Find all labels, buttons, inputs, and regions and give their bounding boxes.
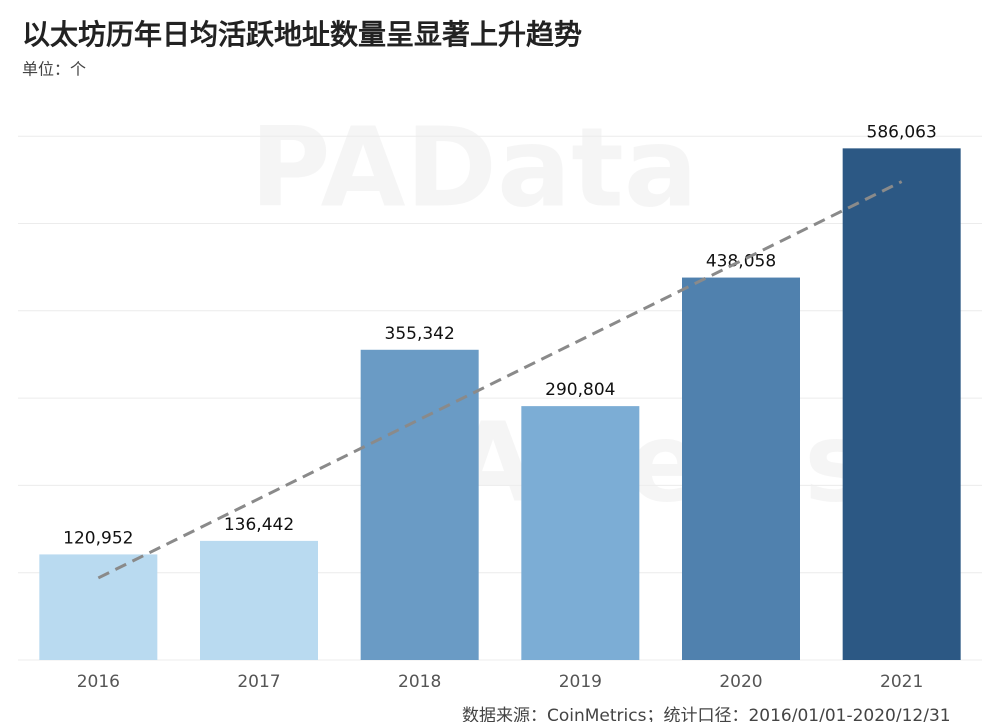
x-tick-label: 2018 xyxy=(398,672,441,692)
bar xyxy=(200,540,318,660)
value-label: 290,804 xyxy=(545,380,615,400)
x-tick-label: 2019 xyxy=(559,672,602,692)
watermark: PAData xyxy=(250,103,698,231)
bar xyxy=(842,148,961,660)
value-label: 438,058 xyxy=(706,252,776,272)
chart-title: 以太坊历年日均活跃地址数量呈显著上升趋势 xyxy=(22,18,582,51)
source-note: 数据来源：CoinMetrics；统计口径：2016/01/01-2020/12… xyxy=(462,706,951,722)
x-tick-label: 2016 xyxy=(77,672,120,692)
value-label: 586,063 xyxy=(867,122,937,142)
value-label: 120,952 xyxy=(63,528,133,548)
x-tick-label: 2021 xyxy=(880,672,923,692)
bar xyxy=(360,349,479,660)
value-label: 136,442 xyxy=(224,515,294,535)
trend-line xyxy=(97,180,903,580)
chart-subtitle: 单位：个 xyxy=(22,60,86,79)
value-label: 355,342 xyxy=(385,324,455,344)
x-tick-label: 2020 xyxy=(719,672,762,692)
bar xyxy=(521,406,640,660)
x-tick-label: 2017 xyxy=(237,672,280,692)
bar xyxy=(682,277,800,660)
bar xyxy=(39,554,158,660)
